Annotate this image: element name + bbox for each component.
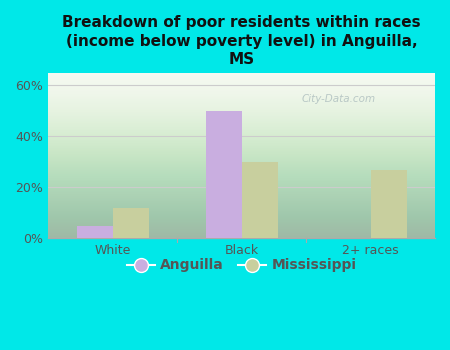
Bar [113, 208, 149, 238]
Bar [370, 169, 407, 238]
Bar [242, 162, 278, 238]
Title: Breakdown of poor residents within races
(income below poverty level) in Anguill: Breakdown of poor residents within races… [63, 15, 421, 67]
Legend: Anguilla, Mississippi: Anguilla, Mississippi [122, 253, 362, 278]
Text: City-Data.com: City-Data.com [302, 94, 375, 104]
Bar [206, 111, 242, 238]
Bar [77, 226, 113, 238]
